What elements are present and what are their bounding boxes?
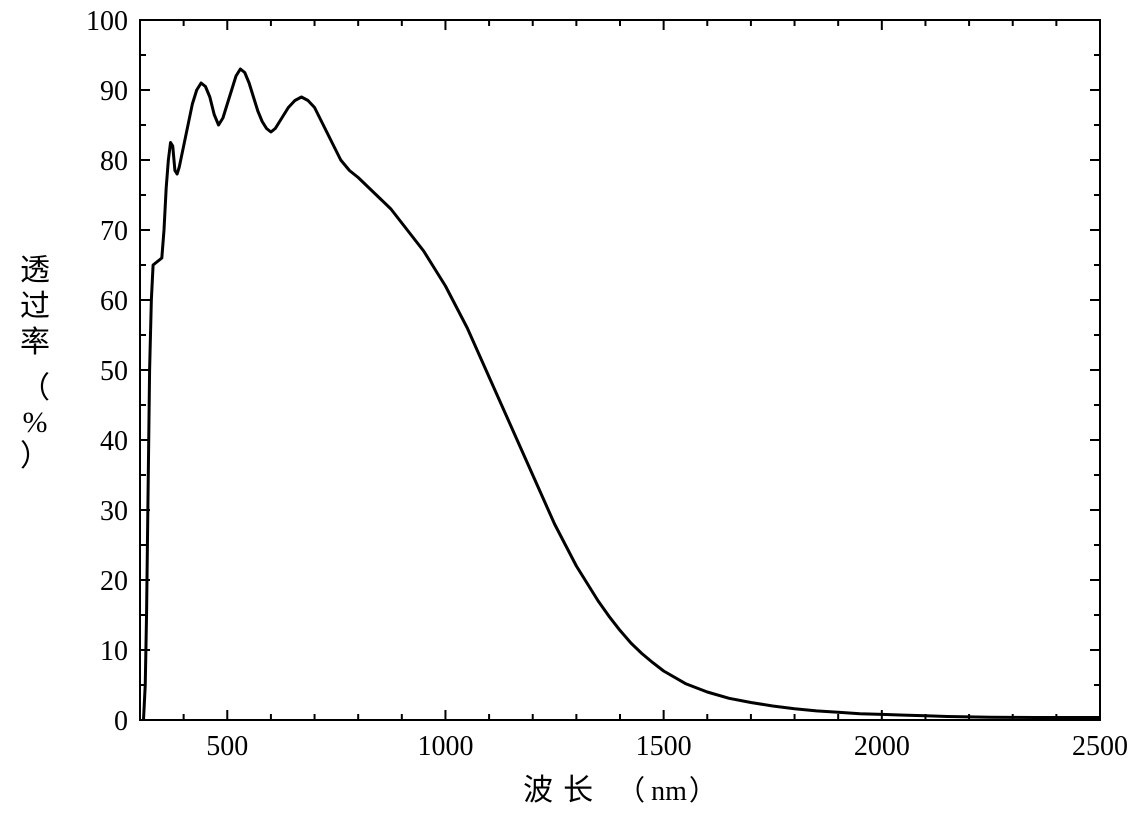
y-tick-label: 60 [100,286,128,317]
y-tick-label: 80 [100,146,128,177]
y-tick-label: 100 [86,6,128,37]
x-tick-label: 1000 [417,731,473,762]
y-axis-unit: % [23,406,48,439]
transmittance-chart: 500 1000 1500 2000 2500 0 10 20 30 40 50 60 70 80 90 10… [0,0,1131,828]
x-axis-label: 波长（nm） [523,774,717,807]
y-axis-label-char: 率 [20,326,50,359]
y-tick-label: 50 [100,356,128,387]
y-tick-label: 0 [114,706,128,737]
y-tick-label: 70 [100,216,128,247]
y-axis-unit-close: ） [20,440,50,473]
y-tick-label: 40 [100,426,128,457]
x-tick-label: 500 [206,731,248,762]
y-tick-label: 90 [100,76,128,107]
plot-frame [140,20,1100,720]
y-axis-label-char: 过 [20,290,50,323]
y-tick-label: 10 [100,636,128,667]
series-transmittance [143,69,1100,720]
y-tick-label: 20 [100,566,128,597]
chart-container: 500 1000 1500 2000 2500 0 10 20 30 40 50 60 70 80 90 10… [0,0,1131,828]
x-tick-label: 1500 [636,731,692,762]
y-tick-label: 30 [100,496,128,527]
y-axis-unit-open: （ [20,372,50,405]
x-tick-label: 2000 [854,731,910,762]
y-axis-label-char: 透 [20,254,50,287]
x-tick-label: 2500 [1072,731,1128,762]
